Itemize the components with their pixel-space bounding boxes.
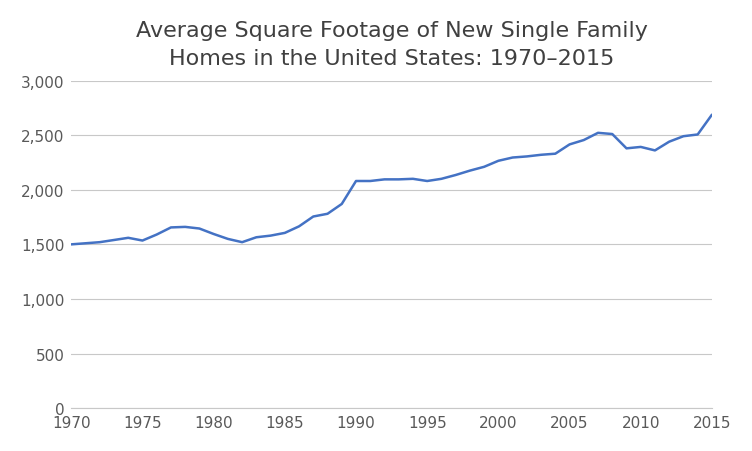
- Title: Average Square Footage of New Single Family
Homes in the United States: 1970–201: Average Square Footage of New Single Fam…: [135, 21, 647, 69]
